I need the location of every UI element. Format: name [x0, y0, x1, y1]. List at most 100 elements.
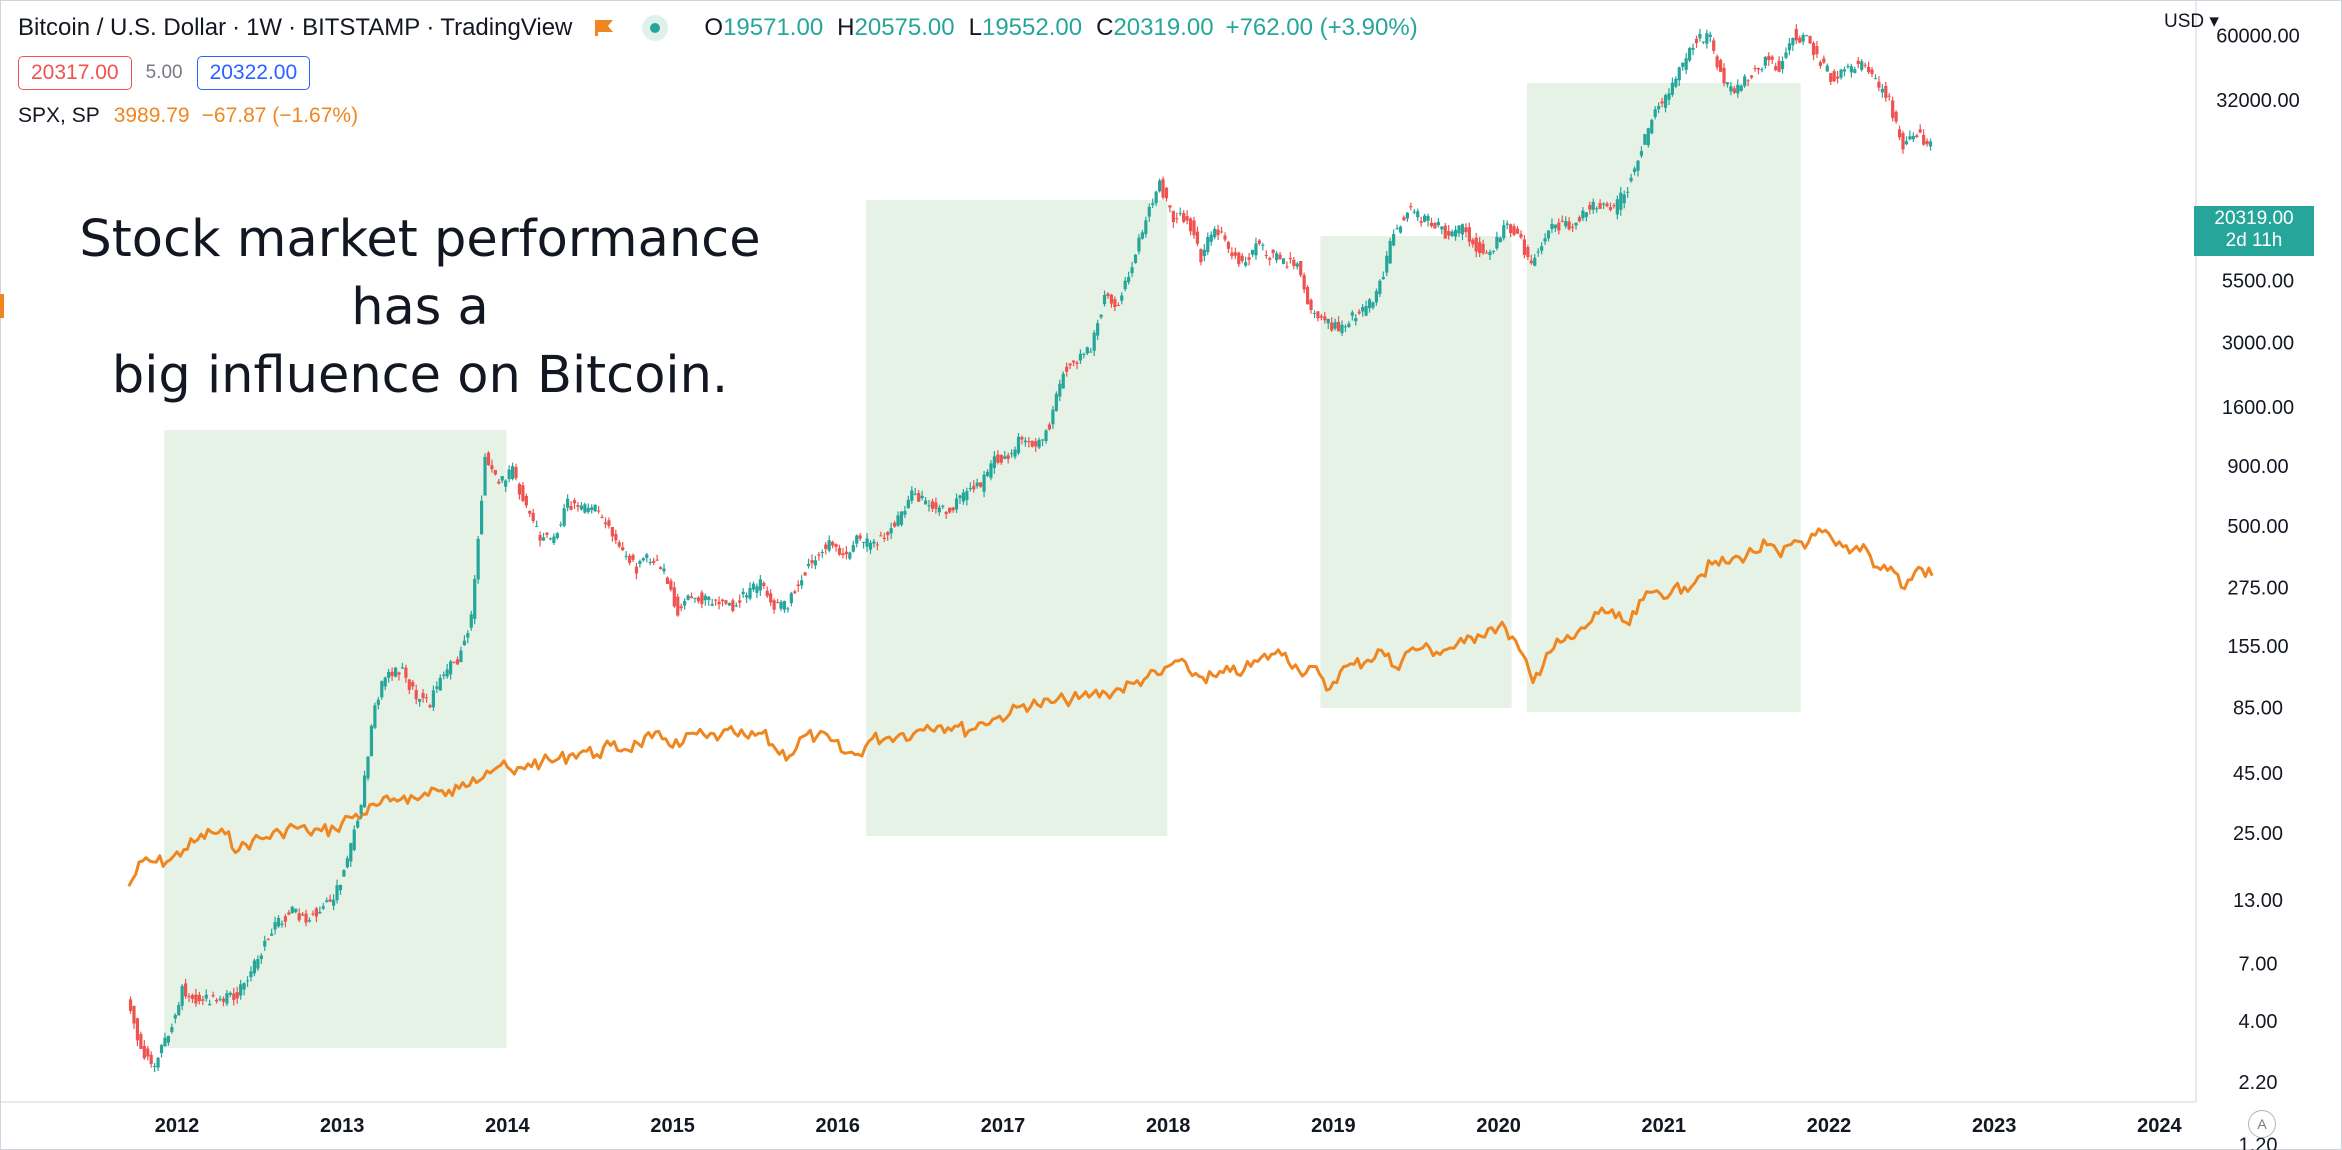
- price-scale[interactable]: 120000.0060000.0032000.0010000.005500.00…: [2211, 0, 2306, 1150]
- candle-body: [806, 563, 811, 567]
- flag-icon[interactable]: [594, 19, 614, 37]
- time-tick-label: 2020: [1476, 1115, 1521, 1137]
- candle-body: [1481, 243, 1485, 254]
- btc-candle: [1767, 52, 1771, 66]
- currency-button[interactable]: USD ▾: [2164, 11, 2219, 32]
- btc-candle: [1856, 57, 1860, 69]
- btc-candle: [507, 465, 511, 483]
- btc-candle: [538, 531, 542, 547]
- candle-body: [1546, 230, 1551, 239]
- btc-candle: [1037, 437, 1041, 450]
- candle-body: [1192, 220, 1196, 236]
- btc-candle: [1157, 178, 1162, 193]
- btc-candle: [1894, 110, 1898, 124]
- candle-body: [1574, 222, 1578, 226]
- candle-body: [404, 667, 408, 678]
- candle-body: [1144, 220, 1148, 235]
- btc-candle: [400, 662, 405, 669]
- candle-body: [204, 994, 208, 999]
- btc-candle: [1450, 229, 1454, 238]
- btc-candle: [872, 538, 876, 548]
- close-label: C: [1096, 14, 1114, 41]
- candle-body: [173, 1015, 177, 1019]
- price-tick-label: 85.00: [2233, 698, 2283, 720]
- symbol-legend[interactable]: Bitcoin / U.S. Dollar · 1W · BITSTAMP · …: [18, 14, 1418, 42]
- interval-label[interactable]: 1W: [246, 14, 283, 41]
- btc-candle: [1612, 203, 1616, 209]
- candle-body: [1512, 226, 1516, 235]
- btc-candle: [194, 988, 198, 1007]
- btc-candle: [146, 1046, 150, 1061]
- btc-candle: [779, 599, 783, 612]
- btc-candle: [1061, 371, 1065, 389]
- candle-body: [1137, 237, 1141, 252]
- candle-body: [1323, 316, 1327, 321]
- candle-body: [1288, 257, 1292, 260]
- btc-candle: [1688, 46, 1692, 63]
- candle-body: [335, 885, 339, 901]
- candle-body: [307, 920, 312, 922]
- candle-body: [1378, 280, 1382, 295]
- btc-candle: [1127, 271, 1131, 285]
- candle-body: [1877, 81, 1881, 88]
- btc-candle: [806, 558, 811, 569]
- spx-legend[interactable]: SPX, SP 3989.79 −67.87 (−1.67%): [18, 104, 358, 128]
- buy-price-button[interactable]: 20322.00: [196, 56, 311, 90]
- btc-candle: [1092, 330, 1096, 356]
- btc-candle: [1402, 215, 1406, 222]
- btc-candle: [283, 914, 288, 928]
- candle-body: [714, 599, 718, 601]
- candle-body: [1113, 299, 1117, 308]
- candle-body: [662, 568, 666, 572]
- btc-candle: [1601, 202, 1606, 210]
- btc-candle: [1089, 348, 1093, 353]
- btc-candle: [1226, 240, 1231, 254]
- high-value: 20575.00: [854, 14, 955, 41]
- candle-body: [1168, 205, 1172, 208]
- annotation-text[interactable]: Stock market performance has a big influ…: [30, 206, 810, 410]
- btc-candle: [1082, 352, 1086, 359]
- candle-body: [882, 537, 886, 539]
- candle-body: [1870, 69, 1874, 75]
- btc-candle: [1798, 35, 1802, 44]
- btc-candle: [958, 494, 962, 504]
- sell-price-button[interactable]: 20317.00: [18, 56, 132, 90]
- candle-body: [201, 999, 205, 1001]
- candle-body: [1330, 322, 1334, 331]
- btc-candle: [1725, 82, 1730, 88]
- btc-candle: [985, 469, 990, 478]
- btc-candle: [1849, 63, 1853, 78]
- btc-candle: [473, 574, 477, 625]
- candle-body: [270, 933, 274, 936]
- auto-scale-button[interactable]: A: [2248, 1110, 2276, 1138]
- candle-body: [665, 577, 670, 584]
- candle-body: [999, 455, 1003, 463]
- btc-candle: [923, 497, 928, 505]
- candle-body: [941, 505, 945, 507]
- btc-candle: [844, 546, 849, 560]
- candle-body: [555, 533, 559, 539]
- btc-candle: [899, 510, 904, 527]
- btc-candle: [982, 470, 986, 498]
- candle-body: [951, 507, 955, 511]
- btc-candle: [159, 1043, 164, 1058]
- time-scale[interactable]: 2012 2013 2014 2015 2016 2017 2018 2019 2020 2021…: [155, 1115, 2183, 1137]
- btc-candle: [1622, 190, 1626, 209]
- candle-body: [844, 551, 849, 555]
- candle-body: [1712, 40, 1716, 51]
- candle-body: [383, 677, 387, 687]
- candle-body: [153, 1065, 157, 1068]
- btc-candle: [1522, 235, 1527, 259]
- btc-candle: [717, 596, 721, 610]
- btc-candle: [1285, 261, 1289, 269]
- candle-body: [1051, 409, 1055, 425]
- btc-candle: [1398, 225, 1403, 234]
- btc-candle: [1877, 76, 1881, 92]
- btc-candle: [875, 541, 879, 551]
- btc-candle: [1182, 210, 1186, 224]
- spx-symbol[interactable]: SPX, SP: [18, 104, 100, 127]
- candle-body: [1261, 244, 1265, 246]
- btc-candle: [617, 540, 621, 549]
- symbol-title[interactable]: Bitcoin / U.S. Dollar: [18, 14, 227, 41]
